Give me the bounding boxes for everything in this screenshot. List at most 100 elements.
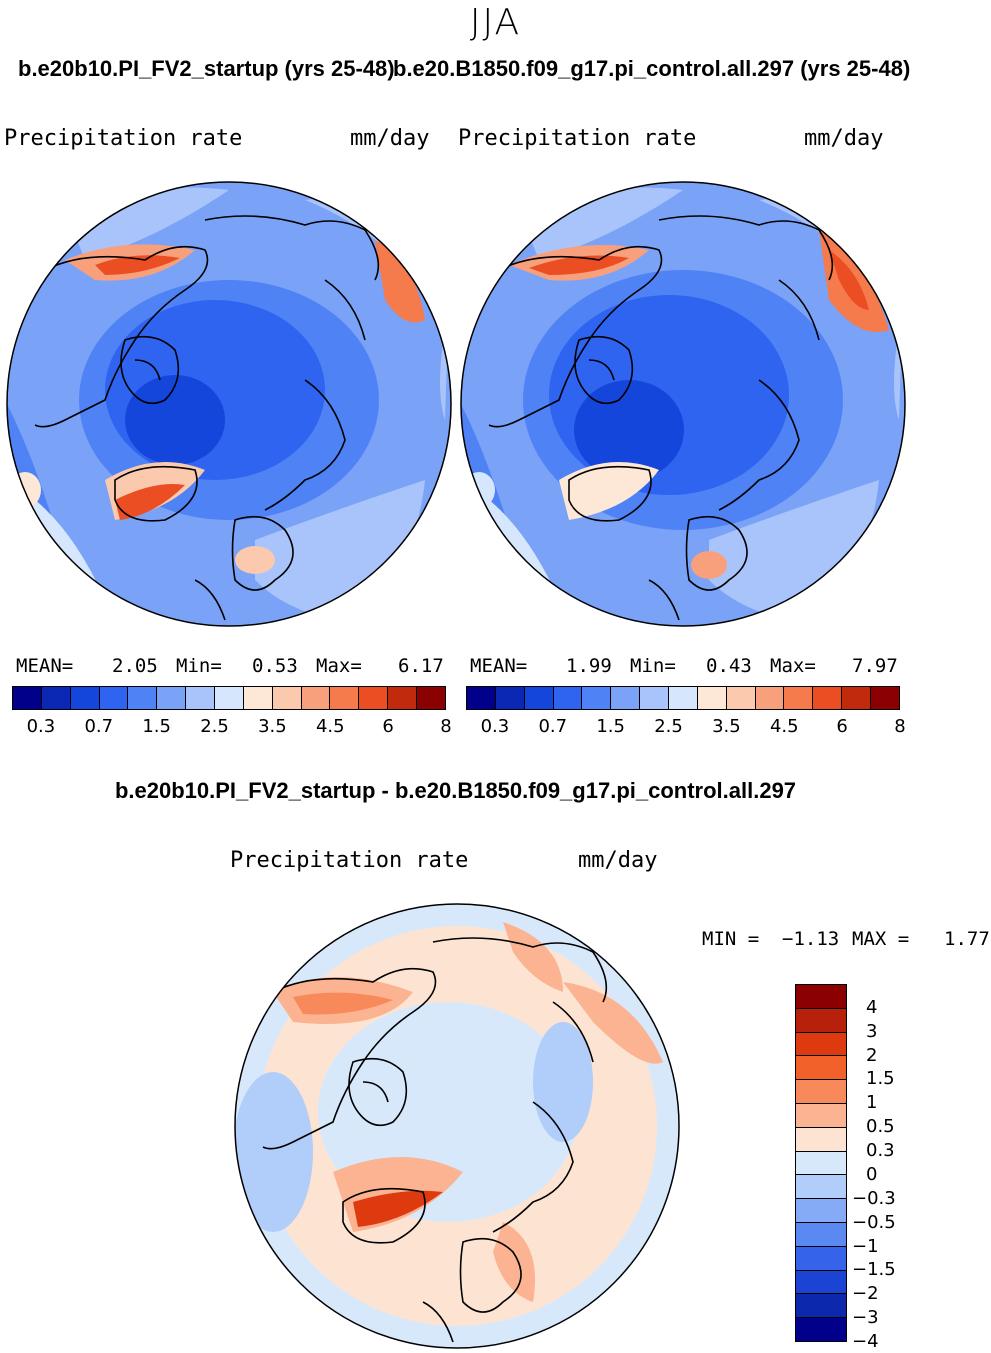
- panel2-mean-label: MEAN=: [470, 655, 528, 677]
- colorbar-swatch: [186, 687, 216, 709]
- colorbar-swatch: [359, 687, 389, 709]
- polar-map-panel1: [6, 181, 452, 627]
- panel2-units-label: mm/day: [804, 126, 884, 151]
- colorbar-swatch: [495, 687, 525, 709]
- panel1-max-value: 6.17: [398, 655, 444, 677]
- colorbar-swatch: [871, 687, 899, 709]
- colorbar-swatch: [796, 985, 846, 1009]
- colorbar-swatch: [796, 1294, 846, 1319]
- colorbar-tick-label: −4: [852, 1331, 879, 1352]
- colorbar-swatch: [796, 1270, 846, 1295]
- diff-units-label: mm/day: [578, 848, 658, 873]
- panel2-max-value: 7.97: [852, 655, 898, 677]
- colorbar-swatch: [467, 687, 496, 709]
- colorbar-swatch: [157, 687, 187, 709]
- colorbar-tick-label: −2: [852, 1283, 879, 1305]
- colorbar-swatch: [784, 687, 814, 709]
- panel2-mean-value: 1.99: [566, 655, 612, 677]
- colorbar-tick-label: 8: [894, 716, 906, 737]
- colorbar-swatch: [13, 687, 42, 709]
- colorbar-tick-label: 3.5: [712, 716, 741, 737]
- colorbar-tick-label: 1: [866, 1092, 878, 1114]
- season-title: JJA: [469, 2, 522, 43]
- colorbar-tick-label: −0.3: [852, 1187, 896, 1209]
- panel2-min-value: 0.43: [706, 655, 752, 677]
- diff-min-value: −1.13: [782, 928, 840, 950]
- colorbar-swatch: [796, 1151, 846, 1176]
- panel2-max-label: Max=: [770, 655, 816, 677]
- colorbar-tick-label: 0: [866, 1163, 878, 1185]
- colorbar-swatch: [582, 687, 612, 709]
- colorbar-tick-label: 6: [836, 716, 848, 737]
- colorbar-tick-label: 8: [440, 716, 452, 737]
- colorbar-tick-label: 4.5: [769, 716, 799, 737]
- colorbar-tick-label: 2: [866, 1044, 878, 1066]
- colorbar-swatch: [215, 687, 244, 709]
- colorbar-swatch: [243, 687, 273, 709]
- diff-max-label: MAX =: [852, 928, 910, 950]
- colorbar-swatch: [726, 687, 756, 709]
- colorbar-tick-label: 1.5: [596, 716, 625, 737]
- colorbar-swatch: [796, 1199, 846, 1223]
- colorbar-tick-label: 3.5: [258, 716, 287, 737]
- panel1-min-label: Min=: [176, 655, 222, 677]
- panel2-colorbar: [466, 686, 900, 710]
- colorbar-tick-label: 0.3: [480, 716, 510, 737]
- polar-map-difference: [234, 903, 680, 1349]
- colorbar-swatch: [796, 1008, 846, 1033]
- colorbar-swatch: [301, 687, 331, 709]
- colorbar-tick-label: 3: [866, 1020, 878, 1042]
- panel1-min-value: 0.53: [252, 655, 298, 677]
- colorbar-swatch: [796, 1056, 846, 1081]
- colorbar-swatch: [697, 687, 727, 709]
- diff-case-title: b.e20b10.PI_FV2_startup - b.e20.B1850.f0…: [114, 778, 797, 803]
- panel1-mean-value: 2.05: [112, 655, 158, 677]
- colorbar-swatch: [796, 1175, 846, 1200]
- colorbar-tick-label: 4.5: [315, 716, 345, 737]
- colorbar-swatch: [796, 1032, 846, 1057]
- colorbar-swatch: [796, 1127, 846, 1152]
- colorbar-swatch: [388, 687, 418, 709]
- colorbar-swatch: [524, 687, 554, 709]
- colorbar-swatch: [796, 1080, 846, 1104]
- colorbar-swatch: [553, 687, 583, 709]
- colorbar-tick-label: 2.5: [654, 716, 683, 737]
- colorbar-tick-label: −0.5: [852, 1211, 896, 1233]
- colorbar-tick-label: 1.5: [142, 716, 171, 737]
- panel1-variable-label: Precipitation rate: [4, 126, 243, 151]
- panel2-min-label: Min=: [630, 655, 676, 677]
- panel2-variable-label: Precipitation rate: [458, 126, 697, 151]
- colorbar-tick-label: 1.5: [866, 1068, 895, 1090]
- colorbar-swatch: [330, 687, 360, 709]
- panel1-units-label: mm/day: [350, 126, 430, 151]
- panel1-mean-label: MEAN=: [16, 655, 74, 677]
- colorbar-tick-label: 0.5: [866, 1116, 895, 1138]
- colorbar-tick-label: −1.5: [852, 1259, 896, 1281]
- colorbar-tick-label: 6: [382, 716, 394, 737]
- diff-colorbar: [795, 984, 847, 1342]
- colorbar-tick-label: −1: [852, 1235, 879, 1257]
- colorbar-swatch: [842, 687, 872, 709]
- colorbar-swatch: [796, 1246, 846, 1271]
- colorbar-swatch: [41, 687, 71, 709]
- panel1-colorbar: [12, 686, 446, 710]
- colorbar-swatch: [796, 1103, 846, 1128]
- colorbar-swatch: [755, 687, 785, 709]
- colorbar-swatch: [813, 687, 843, 709]
- panel2-case-title: b.e20.B1850.f09_g17.pi_control.all.297 (…: [393, 56, 911, 81]
- colorbar-swatch: [611, 687, 641, 709]
- colorbar-swatch: [640, 687, 670, 709]
- colorbar-tick-label: 2.5: [200, 716, 229, 737]
- colorbar-swatch: [796, 1318, 846, 1341]
- colorbar-swatch: [272, 687, 302, 709]
- colorbar-swatch: [70, 687, 100, 709]
- colorbar-tick-label: −3: [852, 1307, 879, 1329]
- colorbar-swatch: [128, 687, 158, 709]
- colorbar-tick-label: 0.7: [84, 716, 114, 737]
- colorbar-swatch: [796, 1222, 846, 1247]
- colorbar-swatch: [669, 687, 698, 709]
- diff-variable-label: Precipitation rate: [230, 848, 469, 873]
- diff-min-label: MIN =: [702, 928, 760, 950]
- colorbar-tick-label: 0.3: [866, 1140, 895, 1162]
- colorbar-swatch: [417, 687, 445, 709]
